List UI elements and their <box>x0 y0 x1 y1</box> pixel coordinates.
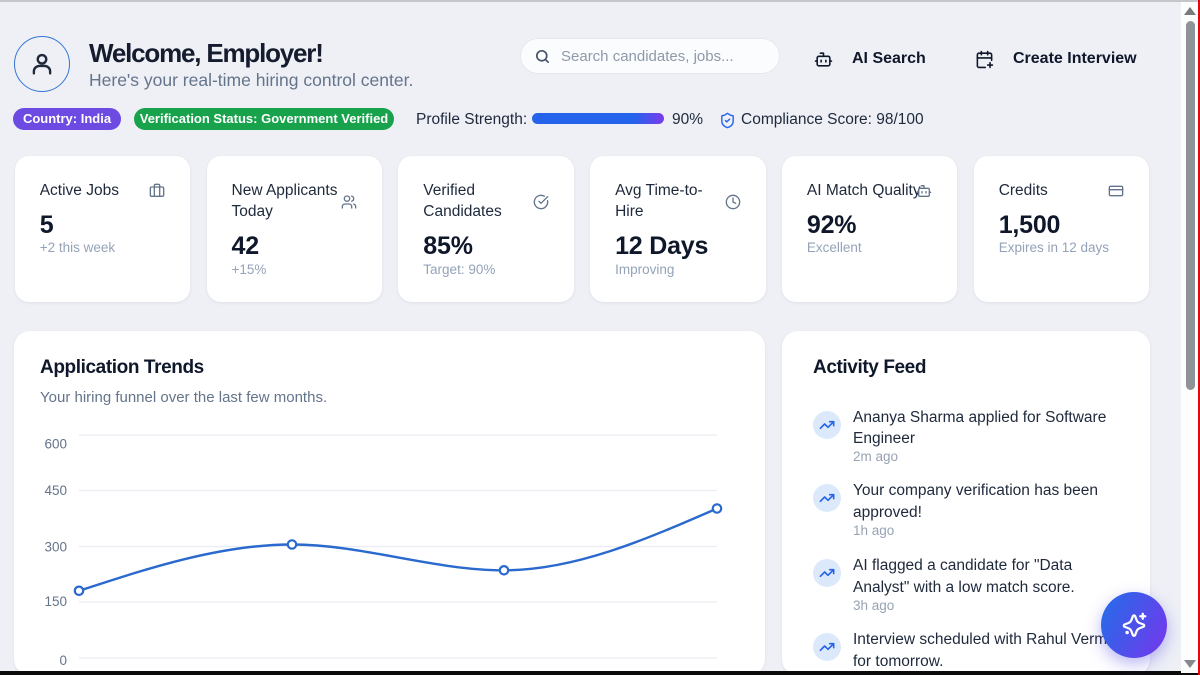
svg-text:150: 150 <box>44 594 67 609</box>
svg-text:0: 0 <box>59 653 67 668</box>
svg-text:600: 600 <box>44 437 67 452</box>
svg-text:450: 450 <box>44 483 67 498</box>
svg-text:300: 300 <box>44 540 67 555</box>
